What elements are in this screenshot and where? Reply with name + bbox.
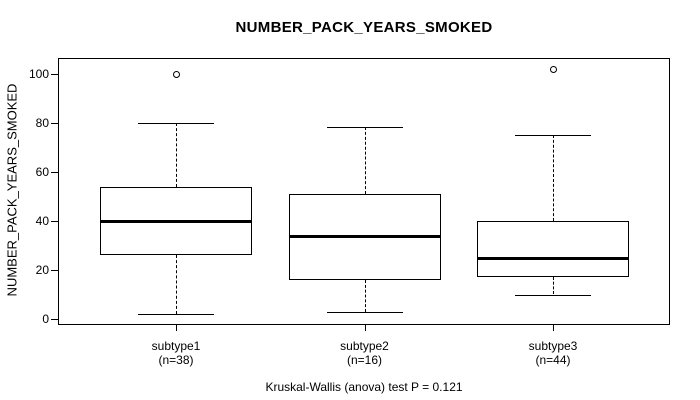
y-tick-label: 80: [35, 116, 49, 130]
y-tick-label: 40: [35, 214, 49, 228]
x-tick-mark: [176, 325, 177, 331]
median-line: [101, 220, 251, 223]
y-tick-label: 100: [28, 67, 49, 81]
y-tick-mark: [51, 270, 58, 271]
y-tick-mark: [51, 172, 58, 173]
y-tick-mark: [51, 221, 58, 222]
group-n-count: (n=44): [535, 353, 571, 367]
x-tick-mark: [364, 325, 366, 331]
x-group-label-subtype1: subtype1 (n=38): [96, 339, 256, 367]
stat-test-caption: Kruskal-Wallis (anova) test P = 0.121: [265, 380, 463, 394]
x-tick-mark: [553, 325, 554, 331]
upper-whisker-cap: [326, 126, 403, 128]
upper-whisker-cap: [138, 123, 214, 124]
y-tick-mark: [51, 123, 58, 124]
lower-whisker: [176, 255, 177, 315]
lower-whisker: [364, 279, 366, 312]
chart-title: NUMBER_PACK_YEARS_SMOKED: [235, 19, 493, 36]
upper-whisker: [553, 135, 554, 221]
lower-whisker: [553, 277, 554, 295]
median-line: [478, 256, 628, 260]
group-name: subtype2: [340, 339, 389, 353]
y-tick-label: 20: [35, 263, 49, 277]
iqr-box-subtype3: [477, 221, 629, 278]
y-tick-mark: [51, 319, 58, 320]
upper-whisker: [176, 123, 177, 187]
group-n-count: (n=16): [346, 353, 383, 367]
plot-area: 0 20 40 60 80 100 subtype1 (n=38) subtype2 (n=16)…: [29, 58, 670, 367]
group-name: subtype3: [528, 339, 578, 353]
y-tick-label: 0: [42, 312, 49, 326]
group-n-count: (n=38): [158, 353, 194, 367]
x-group-label-subtype2: subtype2 (n=16): [285, 339, 445, 367]
y-tick-label: 60: [35, 165, 49, 179]
lower-whisker-cap: [515, 294, 591, 296]
upper-whisker-cap: [515, 135, 591, 137]
group-name: subtype1: [151, 339, 201, 353]
lower-whisker-cap: [138, 314, 214, 316]
y-tick-mark: [51, 74, 58, 75]
x-group-label-subtype3: subtype3 (n=44): [473, 339, 633, 367]
upper-whisker: [364, 126, 366, 195]
outlier-point: [172, 70, 180, 78]
lower-whisker-cap: [326, 311, 403, 313]
outlier-point: [549, 65, 557, 73]
median-line: [289, 234, 440, 238]
